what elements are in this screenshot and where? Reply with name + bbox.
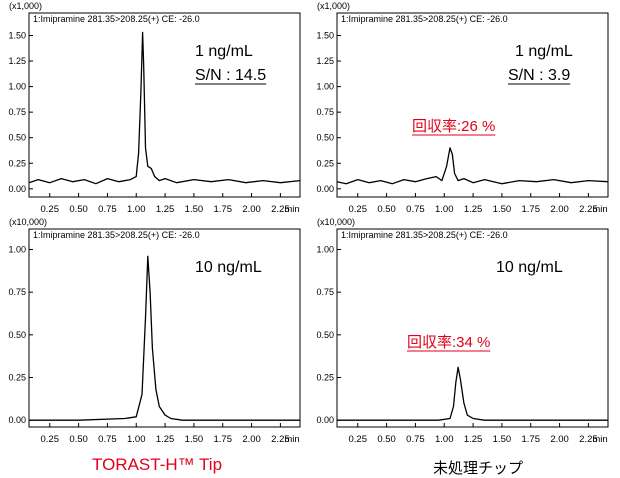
y-tick-label: 1.25 xyxy=(316,56,334,66)
x-tick-label: 1.50 xyxy=(185,434,204,445)
x-tick-label: 1.75 xyxy=(213,434,232,445)
y-tick-label: 1.00 xyxy=(8,82,26,92)
x-tick-label: 1.00 xyxy=(435,204,454,215)
trace-label: 1:Imipramine 281.35>208.25(+) CE: -26.0 xyxy=(33,230,200,240)
x-tick-label: 1.25 xyxy=(464,204,483,215)
chromatogram-trace xyxy=(336,147,609,185)
sn-annotation: S/N : 14.5 xyxy=(195,67,266,84)
recovery-annotation: 回収率:26 % xyxy=(412,118,495,135)
x-tick-label: 2.00 xyxy=(550,204,569,215)
x-tick-label: 1.75 xyxy=(213,204,232,215)
x-tick-label: 0.75 xyxy=(406,434,425,445)
x-tick-label: 2.00 xyxy=(550,434,569,445)
y-tick-label: 0.75 xyxy=(8,107,26,117)
y-tick-label: 1.00 xyxy=(316,244,334,254)
chromatogram-trace xyxy=(337,366,608,421)
chromatogram-trace xyxy=(28,31,301,185)
y-tick-label: 1.50 xyxy=(316,30,334,40)
plot-frame xyxy=(336,12,609,198)
trace-label: 1:Imipramine 281.35>208.25(+) CE: -26.0 xyxy=(341,14,508,24)
chromatogram-panel-1: (x1,000) 1:Imipramine 281.35>208.25(+) CE… xyxy=(8,1,301,215)
x-tick-label: 2.25 xyxy=(271,204,290,215)
y-tick-label: 0.25 xyxy=(316,373,334,383)
scale-label: (x1,000) xyxy=(9,1,42,11)
chromatogram-panel-3: (x10,000) 1:Imipramine 281.35>208.25(+) C… xyxy=(8,217,301,445)
y-tick-label: 0.50 xyxy=(8,133,26,143)
caption-untreated-tip: 未処理チップ xyxy=(433,460,524,477)
x-tick-label: 2.25 xyxy=(579,204,598,215)
concentration-annotation: 1 ng/mL xyxy=(195,43,253,60)
x-tick-label: 0.75 xyxy=(406,204,425,215)
y-tick-label: 0.00 xyxy=(8,415,26,425)
chromatogram-trace xyxy=(29,255,300,421)
x-tick-label: 0.50 xyxy=(377,434,396,445)
x-tick-label: 0.25 xyxy=(41,434,60,445)
y-tick-label: 0.00 xyxy=(8,184,26,194)
y-tick-label: 1.25 xyxy=(8,56,26,66)
x-tick-label: 1.50 xyxy=(185,204,204,215)
x-tick-label: 2.25 xyxy=(271,434,290,445)
chromatogram-panel-2: (x1,000) 1:Imipramine 281.35>208.25(+) CE… xyxy=(316,1,609,215)
x-tick-label: 0.75 xyxy=(98,204,117,215)
plot-frame xyxy=(336,228,609,428)
concentration-annotation: 10 ng/mL xyxy=(195,259,262,276)
x-tick-label: 0.75 xyxy=(98,434,117,445)
y-tick-label: 0.00 xyxy=(316,184,334,194)
x-tick-label: 2.00 xyxy=(242,434,261,445)
x-unit-label: min xyxy=(592,434,607,445)
y-tick-label: 0.75 xyxy=(316,107,334,117)
x-tick-label: 1.50 xyxy=(493,434,512,445)
scale-label: (x10,000) xyxy=(9,217,47,227)
scale-label: (x1,000) xyxy=(317,1,350,11)
x-tick-label: 2.25 xyxy=(579,434,598,445)
y-tick-label: 0.75 xyxy=(316,287,334,297)
caption-torast-tip: TORAST-H™ Tip xyxy=(92,455,223,474)
trace-label: 1:Imipramine 281.35>208.25(+) CE: -26.0 xyxy=(33,14,200,24)
x-tick-label: 1.50 xyxy=(493,204,512,215)
y-tick-label: 0.75 xyxy=(8,287,26,297)
x-unit-label: min xyxy=(592,204,607,215)
y-tick-label: 0.00 xyxy=(316,415,334,425)
scale-label: (x10,000) xyxy=(317,217,355,227)
x-unit-label: min xyxy=(284,204,299,215)
concentration-annotation: 10 ng/mL xyxy=(496,259,563,276)
x-tick-label: 1.75 xyxy=(521,204,540,215)
y-tick-label: 1.50 xyxy=(8,30,26,40)
y-tick-label: 0.50 xyxy=(316,133,334,143)
x-tick-label: 0.25 xyxy=(41,204,60,215)
x-tick-label: 2.00 xyxy=(242,204,261,215)
concentration-annotation: 1 ng/mL xyxy=(515,43,573,60)
x-tick-label: 1.00 xyxy=(127,434,146,445)
y-tick-label: 1.00 xyxy=(316,82,334,92)
x-tick-label: 1.25 xyxy=(156,204,175,215)
recovery-annotation: 回収率:34 % xyxy=(407,334,490,351)
y-tick-label: 1.00 xyxy=(8,244,26,254)
y-tick-label: 0.25 xyxy=(8,373,26,383)
x-tick-label: 0.25 xyxy=(349,434,368,445)
x-tick-label: 0.50 xyxy=(377,204,396,215)
plot-frame xyxy=(28,228,301,428)
x-tick-label: 1.00 xyxy=(127,204,146,215)
x-unit-label: min xyxy=(284,434,299,445)
y-tick-label: 0.25 xyxy=(316,158,334,168)
x-tick-label: 1.75 xyxy=(521,434,540,445)
x-tick-label: 0.50 xyxy=(69,434,88,445)
x-tick-label: 1.00 xyxy=(435,434,454,445)
y-tick-label: 0.50 xyxy=(316,330,334,340)
y-tick-label: 0.25 xyxy=(8,158,26,168)
trace-label: 1:Imipramine 281.35>208.25(+) CE: -26.0 xyxy=(341,230,508,240)
chromatogram-panel-4: (x10,000) 1:Imipramine 281.35>208.25(+) C… xyxy=(316,217,609,445)
y-tick-label: 0.50 xyxy=(8,330,26,340)
x-tick-label: 0.25 xyxy=(349,204,368,215)
x-tick-label: 1.25 xyxy=(464,434,483,445)
plot-frame xyxy=(28,12,301,198)
sn-annotation: S/N : 3.9 xyxy=(508,67,570,84)
x-tick-label: 0.50 xyxy=(69,204,88,215)
x-tick-label: 1.25 xyxy=(156,434,175,445)
